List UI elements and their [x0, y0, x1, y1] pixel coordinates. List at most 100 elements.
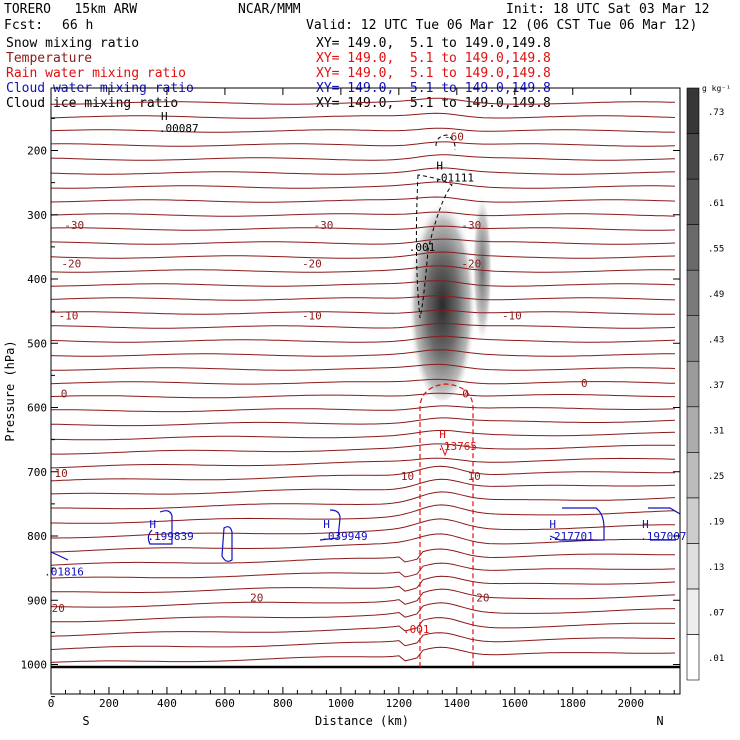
temperature-isotherm	[51, 575, 676, 593]
model-title: TORERO 15km ARW	[4, 2, 138, 17]
temperature-isotherm	[51, 562, 676, 579]
temperature-label: 0	[581, 377, 588, 390]
legend-temp-label: Temperature	[6, 51, 93, 66]
x-tick-label: 600	[215, 697, 235, 710]
temperature-isotherm	[51, 378, 676, 385]
x-tick-label: 1600	[502, 697, 529, 710]
forecast-hours: 66 h	[62, 18, 94, 33]
temperature-label: -30	[314, 219, 334, 232]
colorbar-label: .19	[708, 518, 724, 528]
temperature-isotherm	[51, 417, 676, 427]
temperature-isotherm	[51, 617, 676, 637]
temperature-isotherm	[51, 141, 676, 147]
temperature-label: 10	[401, 470, 414, 483]
colorbar-label: .67	[708, 153, 724, 163]
temperature-isotherm	[51, 533, 675, 553]
plot-frame	[50, 87, 681, 695]
temperature-isotherm	[51, 602, 676, 623]
temperature-label: 20	[52, 602, 65, 615]
temperature-isotherm	[51, 211, 676, 217]
colorbar-label: .61	[708, 199, 724, 209]
maximum-value: .039949	[321, 530, 367, 543]
maximum-value: .199839	[147, 530, 193, 543]
maximum-marker: H	[642, 518, 649, 531]
temperature-label: 0	[462, 387, 469, 400]
temperature-label: -10	[58, 310, 78, 323]
y-tick-label: 300	[27, 209, 47, 222]
maximum-marker: H	[439, 428, 446, 441]
maximum-marker: H	[149, 518, 156, 531]
legend-rain-label: Rain water mixing ratio	[6, 66, 187, 81]
legend-temp-xy: XY= 149.0, 5.1 to 149.0,149.8	[316, 51, 551, 66]
colorbar-segment	[686, 87, 700, 134]
colorbar-segment	[686, 133, 700, 180]
cloud-ice-contour	[415, 174, 453, 319]
maximum-value: .01111	[434, 171, 474, 184]
maximum-value: .00087	[159, 122, 199, 135]
y-tick-label: 1000	[21, 659, 48, 672]
y-tick-label: 500	[27, 337, 47, 350]
temperature-label: -20	[302, 258, 322, 271]
temperature-isotherm	[51, 429, 676, 441]
y-tick-label: 600	[27, 402, 47, 415]
legend-cloudice-label: Cloud ice mixing ratio	[6, 96, 179, 111]
maximum-value: .13765	[437, 440, 477, 453]
temperature-isotherm	[51, 457, 676, 469]
cloud-water-contour	[549, 507, 605, 541]
forecast-label: Fcst:	[4, 18, 44, 33]
cloud-water-contour	[147, 510, 173, 545]
x-axis-label: Distance (km)	[315, 714, 409, 728]
y-tick-label: 900	[27, 594, 47, 607]
maximum-marker: H	[549, 518, 556, 531]
contour-label: .001	[403, 623, 430, 636]
cloud-water-contour	[319, 509, 341, 541]
cloud-water-contour	[648, 507, 680, 541]
colorbar-segment	[686, 497, 700, 544]
temperature-label: 10	[468, 470, 481, 483]
temperature-isotherm	[51, 478, 676, 495]
temperature-isotherm	[51, 504, 676, 524]
temperature-label: -30	[461, 219, 481, 232]
temperature-isotherm	[51, 97, 676, 105]
colorbar-segment	[686, 269, 700, 316]
colorbar-segment	[686, 452, 700, 499]
maximum-marker: H	[436, 159, 443, 172]
temperature-isotherm	[51, 491, 676, 510]
temperature-isotherm	[51, 646, 676, 663]
y-tick-label: 700	[27, 466, 47, 479]
contour-label: .01816	[44, 565, 84, 578]
x-tick-label: 2000	[617, 697, 644, 710]
contour-label: .001	[409, 241, 436, 254]
cloud-water-contour	[221, 526, 233, 562]
temperature-label: -60	[444, 130, 464, 143]
colorbar-label: .43	[708, 335, 724, 345]
colorbar-label: .55	[708, 244, 724, 254]
legend-snow-label: Snow mixing ratio	[6, 36, 140, 51]
y-axis-label: Pressure (hPa)	[3, 340, 17, 441]
temperature-isotherm	[51, 181, 676, 189]
cloud-ice-contour-top	[435, 134, 456, 151]
rain-water-contour-inner	[440, 444, 450, 457]
temperature-isotherm	[51, 127, 676, 133]
temperature-isotherm	[51, 405, 676, 413]
temperature-isotherm	[51, 548, 676, 566]
temperature-label: -10	[502, 310, 522, 323]
temperature-label: -30	[64, 219, 84, 232]
temperature-isotherm	[51, 112, 676, 119]
temperature-label: 0	[61, 387, 68, 400]
colorbar-segment	[686, 588, 700, 635]
temperature-label: 20	[250, 592, 263, 605]
x-tick-label: 200	[99, 697, 119, 710]
temperature-isotherm	[51, 309, 675, 315]
init-time: Init: 18 UTC Sat 03 Mar 12	[506, 2, 710, 17]
maximum-value: .197007	[640, 530, 686, 543]
temperature-isotherm	[51, 251, 676, 259]
temperature-label: -10	[302, 310, 322, 323]
temperature-isotherm	[51, 238, 676, 245]
colorbar-segment	[686, 224, 700, 271]
maximum-value: .217701	[547, 530, 593, 543]
temperature-label: 20	[476, 592, 489, 605]
colorbar-label: .25	[708, 472, 724, 482]
colorbar-label: .07	[708, 609, 724, 619]
temperature-isotherm	[51, 322, 676, 329]
